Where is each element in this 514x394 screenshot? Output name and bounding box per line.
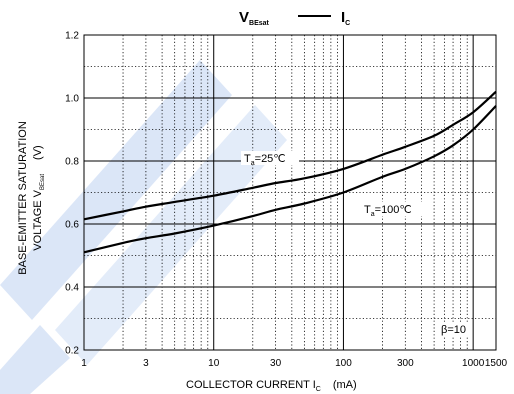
series-label-100c: Ta=100℃ — [362, 202, 430, 218]
x-axis-label: COLLECTOR CURRENT IC (mA) — [186, 379, 357, 393]
grid — [83, 34, 496, 351]
y-tick-label: 0.4 — [65, 283, 79, 294]
series-line-1 — [83, 105, 497, 254]
beta-annotation: β=10 — [438, 322, 472, 336]
y-tick-label: 0.6 — [65, 220, 79, 231]
svg-text:Ta=100℃: Ta=100℃ — [364, 204, 412, 218]
title-left-sub: BEsat — [249, 20, 270, 27]
svg-text:VOLTAGE VBEsat(V): VOLTAGE VBEsat(V) — [32, 145, 46, 250]
y-tick-label: 0.2 — [65, 346, 79, 357]
title-right-main: I — [341, 9, 345, 26]
title-right-sub: C — [345, 20, 350, 27]
x-tick-label: 300 — [397, 358, 414, 369]
y-tick-label: 1.0 — [65, 94, 79, 105]
y-axis-label: BASE-EMITTER SATURATION — [17, 121, 29, 275]
x-tick-label: 1000 — [462, 358, 485, 369]
tick-labels: 1 3 10 30 100 300 1000 1500 0.2 0.4 0.6 0.8 1.0 1.2 — [65, 31, 507, 370]
plot-frame — [83, 34, 497, 351]
chart-title: VBEsat IC — [239, 9, 350, 27]
svg-text:BASE-EMITTER SATURATION: BASE-EMITTER SATURATION — [17, 121, 29, 275]
x-tick-label: 30 — [270, 358, 282, 369]
x-tick-label: 1500 — [485, 358, 508, 369]
svg-text:VBEsat: VBEsat — [239, 9, 270, 27]
series-line-0 — [83, 90, 497, 221]
svg-text:Ta=25℃: Ta=25℃ — [244, 153, 286, 167]
x-tick-label: 10 — [208, 358, 220, 369]
x-tick-label: 100 — [335, 358, 352, 369]
x-tick-label: 1 — [81, 358, 87, 369]
y-tick-label: 1.2 — [65, 31, 79, 42]
svg-text:β=10: β=10 — [441, 324, 466, 336]
svg-text:IC: IC — [341, 9, 350, 27]
x-tick-label: 3 — [143, 358, 149, 369]
y-tick-label: 0.8 — [65, 157, 79, 168]
title-left-main: V — [239, 9, 249, 26]
series-label-25c: Ta=25℃ — [241, 151, 299, 167]
decor-band — [0, 60, 232, 320]
y-axis-label-line2: VOLTAGE VBEsat(V) — [32, 145, 46, 250]
curves — [83, 90, 497, 254]
decor-band — [0, 325, 70, 394]
